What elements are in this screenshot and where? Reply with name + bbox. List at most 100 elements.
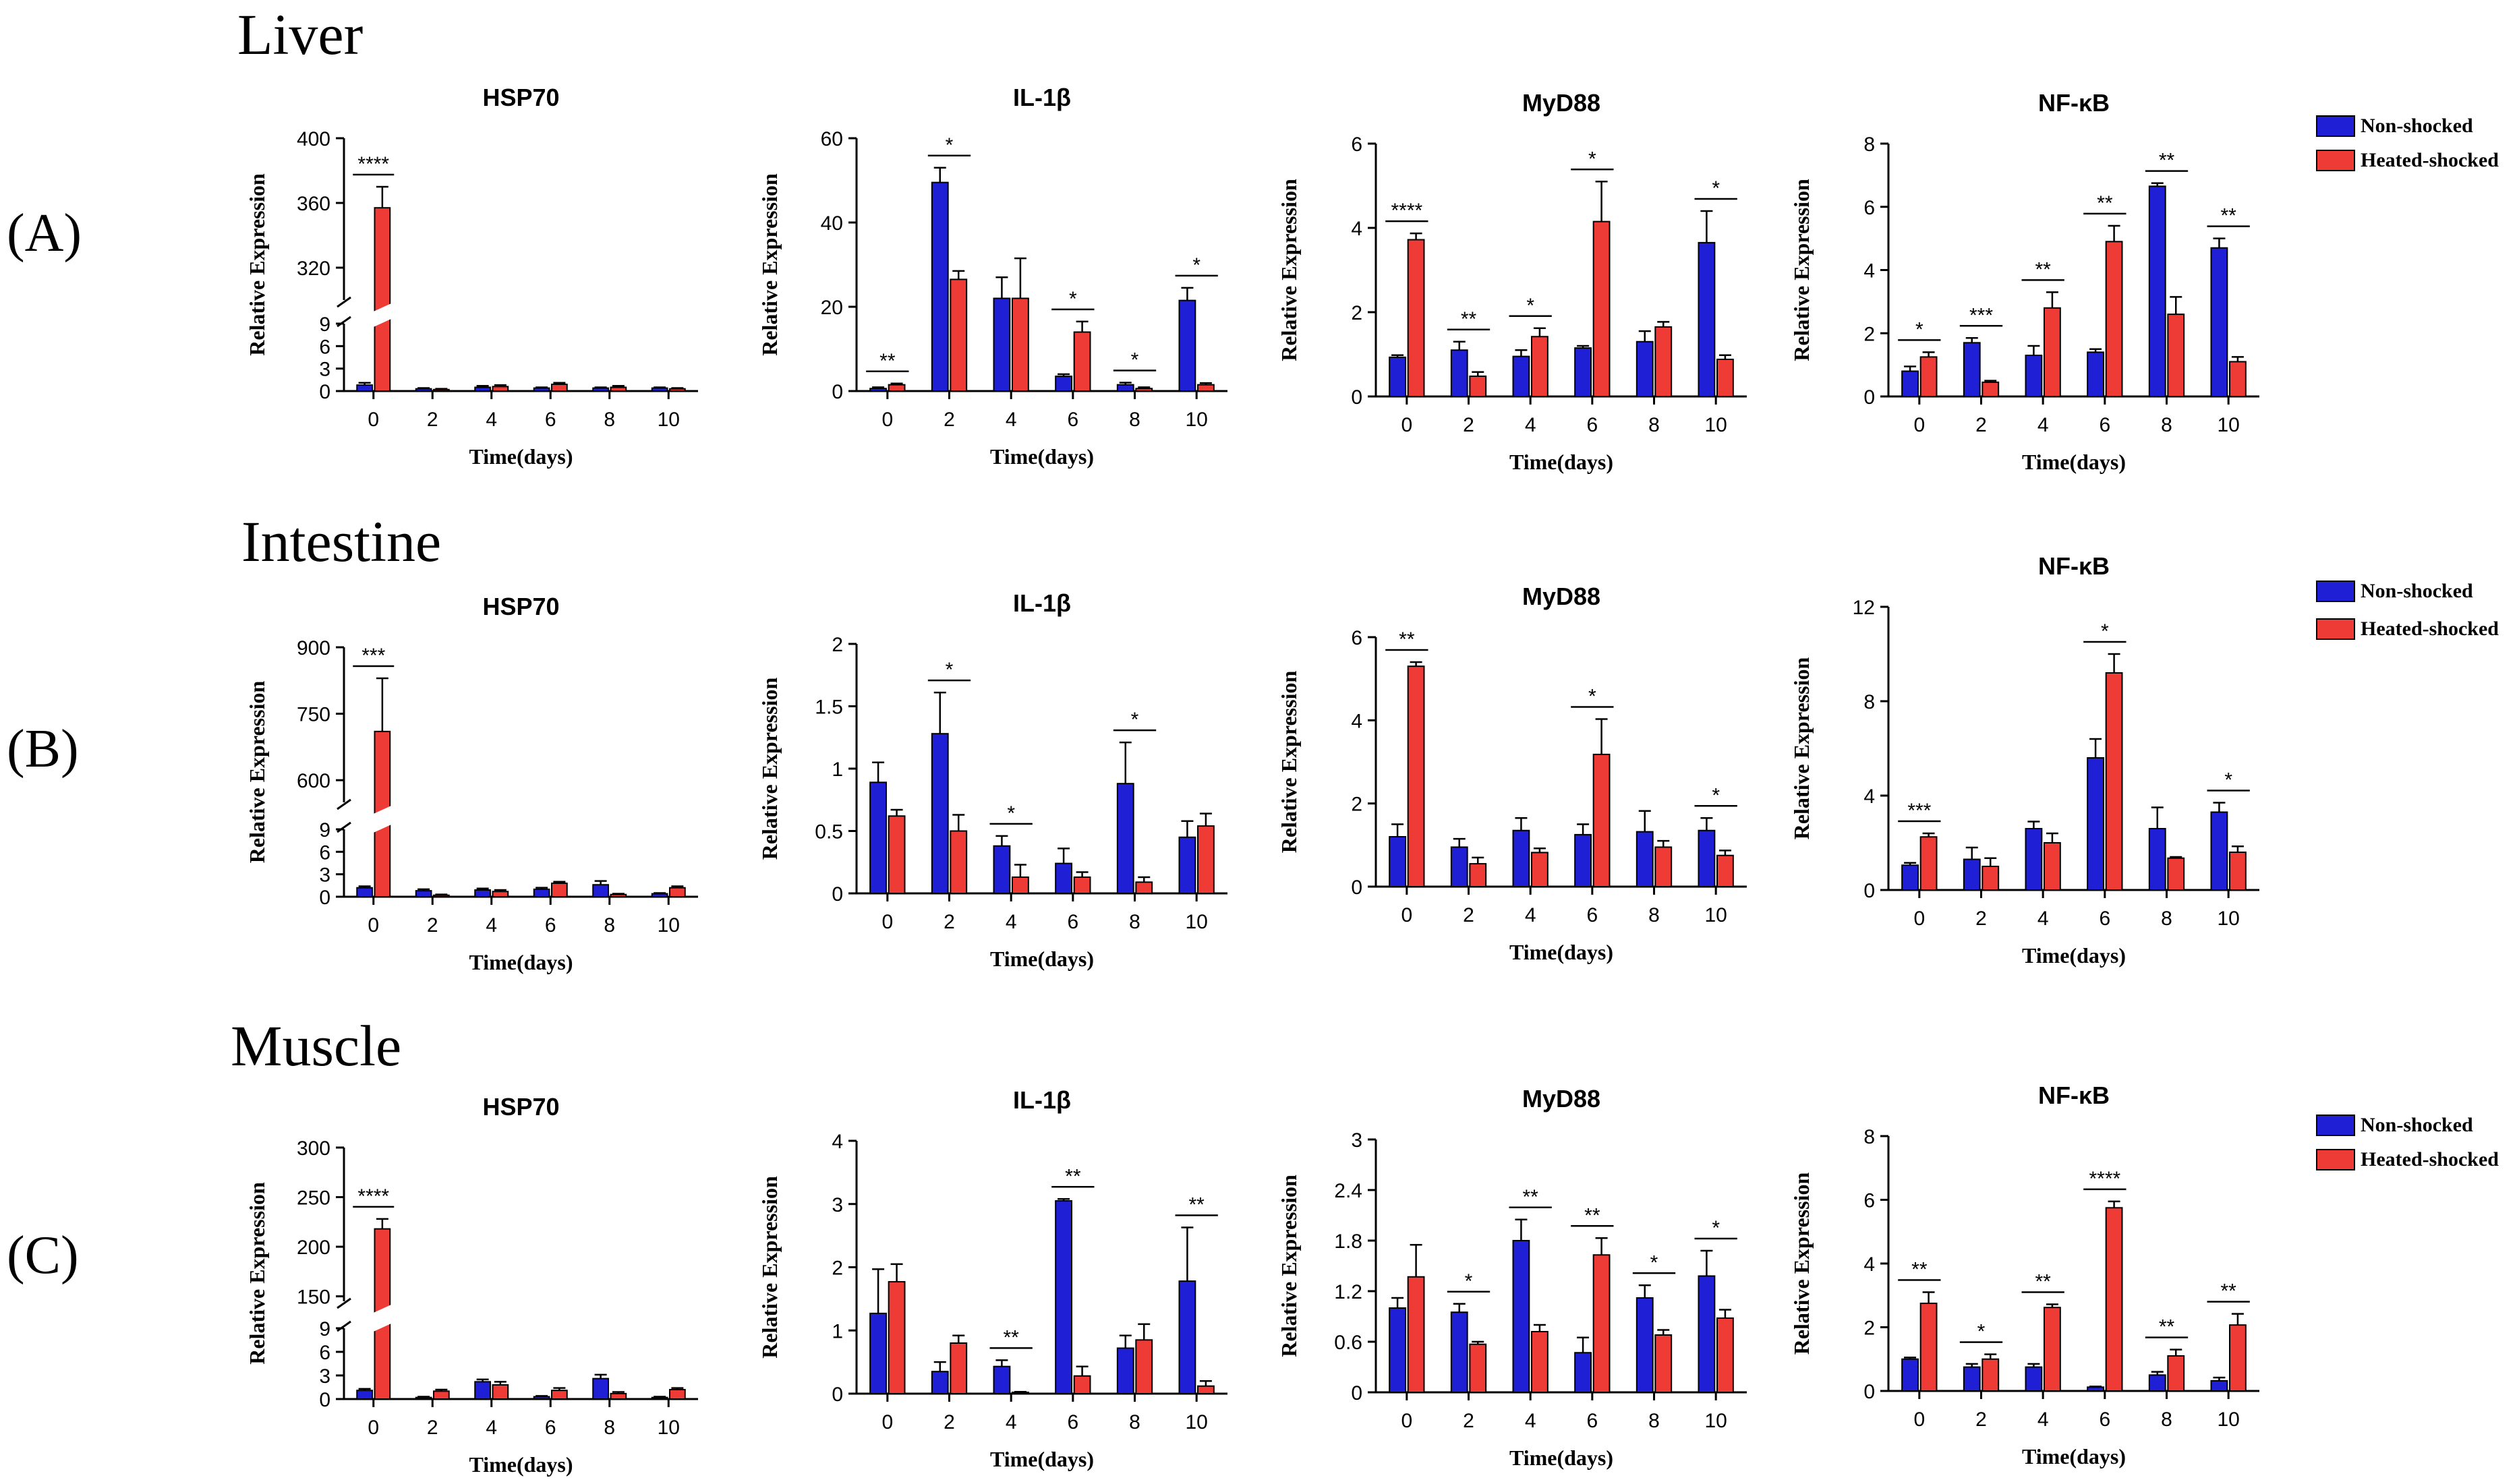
bar-heated-shocked — [2229, 1324, 2247, 1392]
y-tick-label: 4 — [1351, 218, 1362, 240]
chart-panel-myd88-row2: MyD88 Relative Expression Time(days) 0 0.6 1.… — [1277, 1085, 1747, 1470]
significance-label: ** — [1188, 1193, 1205, 1216]
y-tick-label: 9 — [319, 819, 330, 841]
x-tick-label: 2 — [1463, 414, 1474, 436]
y-tick-label: 3 — [319, 1365, 330, 1388]
bar-non-shocked — [1389, 836, 1407, 887]
bar-heated-shocked — [888, 1281, 906, 1394]
bar-heated-shocked — [669, 1389, 686, 1400]
y-tick-label: 2 — [1863, 1317, 1875, 1340]
y-tick-label: 0 — [1351, 386, 1362, 409]
bar-non-shocked — [1389, 1307, 1407, 1393]
bar-heated-shocked — [1073, 331, 1091, 392]
x-tick-label: 8 — [604, 1417, 615, 1439]
y-tick-label: 6 — [1351, 133, 1362, 156]
bar-break-gap — [372, 303, 393, 328]
x-axis-label: Time(days) — [990, 444, 1094, 469]
legend-row-c: Non-shocked Heated-shocked — [2316, 1114, 2499, 1170]
bar-non-shocked — [356, 887, 373, 897]
x-tick-label: 8 — [2161, 908, 2172, 930]
bar-non-shocked — [993, 297, 1011, 392]
significance-label: **** — [2089, 1168, 2120, 1190]
bar-non-shocked — [1512, 1240, 1530, 1393]
bar-heated-shocked — [669, 887, 686, 897]
y-tick-label: 4 — [832, 1131, 843, 1153]
bar-heated-shocked — [1407, 239, 1425, 397]
bar-non-shocked — [993, 845, 1011, 894]
x-axis-label: Time(days) — [2022, 943, 2126, 968]
significance-label: *** — [1907, 800, 1931, 822]
x-tick-label: 2 — [427, 409, 438, 431]
x-tick-label: 4 — [1525, 1410, 1536, 1432]
bar-non-shocked — [533, 1396, 550, 1400]
x-tick-label: 4 — [2037, 908, 2049, 930]
x-axis-label: Time(days) — [469, 444, 573, 469]
y-axis-label: Relative Expression — [245, 173, 269, 356]
bar-heated-shocked — [1592, 220, 1611, 397]
legend-swatch-heated-shocked — [2316, 150, 2355, 171]
x-axis-label: Time(days) — [1509, 940, 1613, 964]
x-tick-label: 6 — [1067, 409, 1078, 431]
y-tick-label: 8 — [1863, 133, 1875, 156]
bar-heated-shocked — [1469, 1343, 1487, 1393]
y-tick-label: 4 — [1863, 785, 1875, 808]
x-tick-label: 6 — [545, 914, 556, 937]
bar-non-shocked — [474, 1381, 491, 1400]
legend-label-heated-shocked: Heated-shocked — [2361, 1148, 2499, 1170]
bar-non-shocked — [2087, 1386, 2105, 1392]
bar-heated-shocked — [888, 815, 906, 895]
bar-heated-shocked — [1135, 388, 1153, 392]
chart-title: NF-κB — [2038, 1081, 2110, 1109]
bar-heated-shocked — [950, 1342, 968, 1394]
row-title-liver: Liver — [237, 2, 363, 67]
bar-non-shocked — [2210, 1379, 2228, 1392]
bar-heated-shocked — [2105, 1207, 2123, 1392]
y-tick-label: 60 — [821, 128, 843, 150]
significance-label: ** — [2220, 205, 2236, 227]
significance-label: * — [1131, 349, 1139, 372]
bar-heated-shocked — [433, 1390, 450, 1400]
x-tick-label: 4 — [2037, 414, 2049, 436]
bar-non-shocked — [1512, 829, 1530, 887]
bar-non-shocked — [1116, 783, 1134, 894]
y-tick-label: 2 — [1351, 302, 1362, 324]
bar-heated-shocked — [1135, 1339, 1153, 1394]
bar-non-shocked — [2148, 185, 2166, 397]
x-tick-label: 8 — [1648, 1410, 1660, 1432]
x-tick-label: 0 — [1913, 1408, 1925, 1431]
y-tick-label: 400 — [297, 128, 330, 150]
chart-panel-il1-row2: IL-1β Relative Expression Time(days) 0 1 2 3 4 0… — [757, 1086, 1227, 1471]
bar-non-shocked — [1963, 342, 1981, 397]
bar-non-shocked — [1389, 356, 1407, 397]
y-axis-label: Relative Expression — [757, 1176, 782, 1359]
bar-heated-shocked — [1592, 1254, 1611, 1393]
bar-non-shocked — [2025, 1366, 2043, 1392]
chart-panel-nfb-row2: NF-κB Relative Expression Time(days) 0 2 4 6 8 0… — [1789, 1081, 2259, 1468]
bar-non-shocked — [2025, 828, 2043, 891]
bar-non-shocked — [1450, 349, 1468, 397]
bar-heated-shocked — [1197, 825, 1215, 894]
bar-non-shocked — [1055, 862, 1072, 894]
bar-heated-shocked — [1197, 1385, 1215, 1394]
bar-heated-shocked — [492, 386, 509, 392]
chart-panel-myd88-row1: MyD88 Relative Expression Time(days) 0 2 4 6 0 *… — [1277, 583, 1747, 964]
y-axis-label: Relative Expression — [1277, 179, 1301, 361]
bar-heated-shocked — [1531, 336, 1549, 397]
x-tick-label: 6 — [2099, 1408, 2110, 1431]
chart-title: MyD88 — [1522, 583, 1600, 610]
x-tick-label: 4 — [2037, 1408, 2049, 1431]
bar-non-shocked — [1963, 858, 1981, 891]
significance-label: * — [1650, 1251, 1658, 1274]
y-tick-label: 8 — [1863, 691, 1875, 713]
bar-heated-shocked — [1469, 376, 1487, 397]
row-C: (C) Muscle — [7, 1013, 401, 1285]
bar-non-shocked — [1178, 299, 1196, 392]
significance-label: ** — [1065, 1165, 1081, 1187]
significance-label: * — [1192, 254, 1200, 276]
significance-label: ** — [1911, 1259, 1928, 1281]
bar-heated-shocked — [610, 386, 627, 392]
bar-heated-shocked — [2105, 672, 2123, 891]
bar-non-shocked — [1963, 1366, 1981, 1392]
significance-label: ** — [2159, 150, 2175, 172]
row-title-intestine: Intestine — [241, 509, 441, 574]
